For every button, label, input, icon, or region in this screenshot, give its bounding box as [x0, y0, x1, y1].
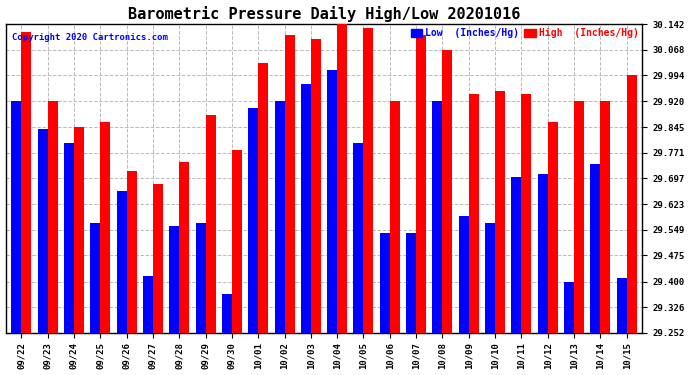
Bar: [222, 294, 232, 333]
Bar: [195, 222, 206, 333]
Bar: [495, 91, 505, 333]
Bar: [469, 94, 479, 333]
Bar: [627, 75, 637, 333]
Bar: [258, 63, 268, 333]
Bar: [574, 101, 584, 333]
Bar: [511, 177, 522, 333]
Bar: [21, 32, 31, 333]
Bar: [117, 191, 127, 333]
Legend: Low  (Inches/Hg), High  (Inches/Hg): Low (Inches/Hg), High (Inches/Hg): [408, 26, 640, 40]
Bar: [48, 101, 58, 333]
Bar: [591, 164, 600, 333]
Bar: [100, 122, 110, 333]
Bar: [127, 171, 137, 333]
Bar: [522, 94, 531, 333]
Bar: [406, 233, 416, 333]
Bar: [169, 226, 179, 333]
Bar: [433, 101, 442, 333]
Bar: [442, 50, 453, 333]
Bar: [617, 278, 627, 333]
Bar: [564, 282, 574, 333]
Bar: [64, 143, 74, 333]
Bar: [284, 35, 295, 333]
Bar: [485, 222, 495, 333]
Bar: [390, 101, 400, 333]
Bar: [74, 127, 84, 333]
Bar: [364, 28, 373, 333]
Bar: [232, 150, 242, 333]
Bar: [301, 84, 311, 333]
Bar: [311, 39, 321, 333]
Bar: [153, 184, 163, 333]
Bar: [337, 24, 347, 333]
Bar: [275, 101, 284, 333]
Bar: [248, 108, 258, 333]
Bar: [38, 129, 48, 333]
Title: Barometric Pressure Daily High/Low 20201016: Barometric Pressure Daily High/Low 20201…: [128, 6, 520, 21]
Bar: [11, 101, 21, 333]
Text: Copyright 2020 Cartronics.com: Copyright 2020 Cartronics.com: [12, 33, 168, 42]
Bar: [548, 122, 558, 333]
Bar: [179, 162, 189, 333]
Bar: [459, 216, 469, 333]
Bar: [600, 101, 611, 333]
Bar: [538, 174, 548, 333]
Bar: [353, 143, 364, 333]
Bar: [416, 35, 426, 333]
Bar: [143, 276, 153, 333]
Bar: [206, 115, 215, 333]
Bar: [90, 222, 100, 333]
Bar: [380, 233, 390, 333]
Bar: [327, 70, 337, 333]
